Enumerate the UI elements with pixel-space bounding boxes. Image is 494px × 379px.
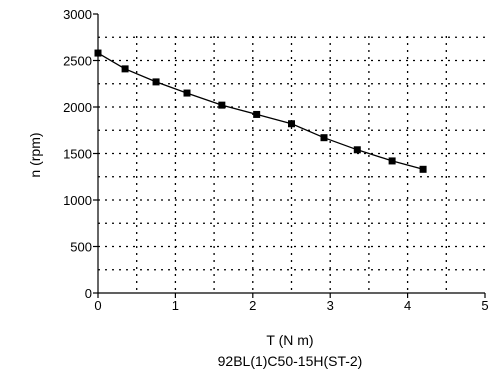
x-tick-label: 1	[172, 298, 179, 313]
grid	[98, 36, 485, 293]
series-line	[97, 52, 424, 170]
data-point	[288, 120, 295, 128]
y-tick-label: 1000	[63, 193, 92, 208]
x-tick-label: 0	[94, 298, 101, 313]
data-point	[419, 165, 427, 173]
x-tick-label: 3	[327, 298, 334, 313]
x-axis-title: T (N m)	[266, 332, 313, 348]
series	[94, 49, 427, 173]
data-point	[218, 101, 226, 109]
data-point	[94, 49, 102, 57]
tick-labels: 0 500 1000 1500 2000 2500 3000 0 1 2 3 4 5	[63, 7, 489, 313]
data-point	[152, 78, 160, 86]
y-tick-label: 1500	[63, 147, 92, 162]
x-tick-label: 2	[249, 298, 256, 313]
y-tick-label: 500	[70, 240, 92, 255]
data-point	[353, 146, 361, 154]
y-axis-title: n (rpm)	[27, 132, 43, 177]
data-point	[121, 65, 129, 73]
data-point	[253, 110, 261, 118]
axes	[93, 13, 486, 298]
y-tick-label: 3000	[63, 7, 92, 22]
y-tick-label: 2500	[63, 54, 92, 69]
y-tick-label: 2000	[63, 100, 92, 115]
chart-subtitle: 92BL(1)C50-15H(ST-2)	[218, 353, 363, 369]
data-point	[320, 134, 328, 142]
y-tick-label: 0	[85, 286, 92, 301]
x-tick-label: 5	[481, 298, 488, 313]
data-point	[183, 89, 191, 97]
x-tick-label: 4	[404, 298, 411, 313]
data-point	[388, 157, 396, 165]
